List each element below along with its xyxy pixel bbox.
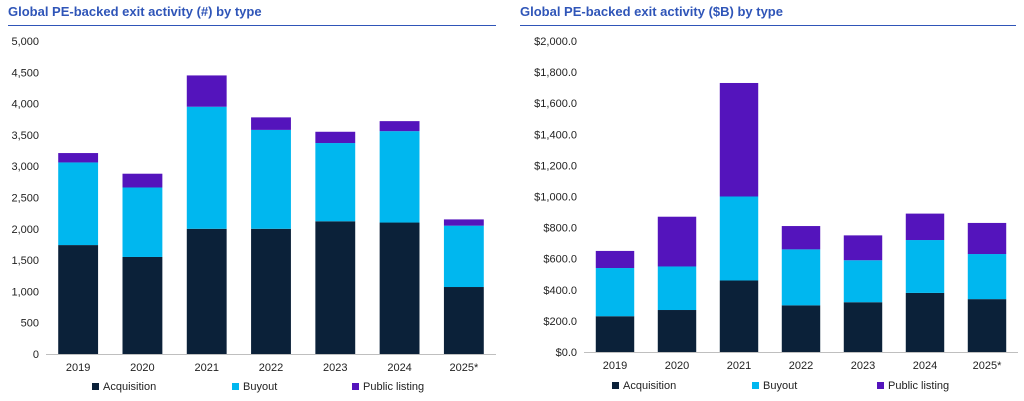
y-tick-label: 2,500: [11, 193, 39, 205]
x-tick-label: 2021: [194, 362, 218, 374]
y-tick-label: $2,000.0: [534, 36, 577, 48]
y-tick-label: 3,000: [11, 161, 39, 173]
y-tick-label: $1,000.0: [534, 192, 577, 204]
legend-swatch: [612, 382, 619, 389]
y-tick-label: $1,200.0: [534, 160, 577, 172]
bar-segment-public-listing: [58, 153, 99, 163]
chart-panel-value: Global PE-backed exit activity ($B) by t…: [512, 0, 1024, 401]
bar-segment-acquisition: [905, 292, 945, 352]
bar-segment-public-listing: [719, 82, 759, 197]
y-tick-label: 0: [33, 349, 39, 361]
legend-swatch: [877, 382, 884, 389]
bar-segment-buyout: [843, 260, 883, 303]
stacked-bar-chart-value: $0.0 $200.0 $400.0 $600.0 $800.0 $1,000.0 $1,2…: [534, 36, 1018, 392]
y-tick-label: $0.0: [556, 347, 577, 359]
bar-segment-buyout: [905, 240, 945, 293]
y-tick-label: 4,500: [11, 67, 39, 79]
title-rule: [8, 25, 496, 26]
x-tick-label: 2023: [323, 362, 347, 374]
bar-segment-acquisition: [443, 287, 484, 354]
x-tick-label: 2025*: [449, 362, 478, 374]
bar-segment-public-listing: [315, 131, 356, 144]
x-tick-label: 2023: [851, 360, 875, 372]
bar-segment-buyout: [186, 106, 227, 229]
bar-segment-public-listing: [595, 250, 635, 269]
bar-segment-acquisition: [251, 228, 291, 354]
legend-label: Public listing: [888, 380, 949, 392]
y-tick-label: 500: [21, 318, 39, 330]
bar-segment-acquisition: [186, 228, 227, 354]
bar-segment-buyout: [443, 225, 484, 288]
bar-segment-public-listing: [443, 219, 484, 226]
bar-segment-buyout: [657, 266, 697, 311]
y-tick-label: $1,400.0: [534, 129, 577, 141]
y-tick-label: $400.0: [543, 285, 577, 297]
bar-segment-buyout: [967, 254, 1007, 300]
y-tick-label: $600.0: [543, 254, 577, 266]
legend-swatch: [752, 382, 759, 389]
bar-segment-public-listing: [122, 173, 163, 188]
bar-segment-public-listing: [905, 213, 945, 241]
y-tick-label: 4,000: [11, 99, 39, 111]
bar-segment-acquisition: [967, 299, 1007, 352]
y-tick-label: 1,500: [11, 255, 39, 267]
y-tick-label: 3,500: [11, 130, 39, 142]
chart-title: Global PE-backed exit activity ($B) by t…: [520, 4, 783, 19]
y-tick-label: $200.0: [543, 316, 577, 328]
bar-segment-acquisition: [595, 316, 635, 352]
bar-segment-public-listing: [843, 235, 883, 261]
bar-segment-acquisition: [122, 256, 163, 354]
legend-swatch: [232, 383, 239, 390]
bar-segment-acquisition: [379, 222, 420, 354]
bar-segment-buyout: [719, 196, 759, 281]
bar-segment-acquisition: [843, 302, 883, 352]
y-tick-label: $800.0: [543, 223, 577, 235]
chart-panel-count: Global PE-backed exit activity (#) by ty…: [0, 0, 500, 401]
legend-label: Acquisition: [623, 380, 676, 392]
x-tick-label: 2020: [130, 362, 154, 374]
bar-segment-buyout: [781, 249, 821, 306]
y-tick-label: 2,000: [11, 224, 39, 236]
stacked-bar-chart-count: 0 500 1,000 1,500 2,000 2,500 3,000 3,500 4,000 4…: [11, 36, 496, 393]
legend-label: Acquisition: [103, 381, 156, 393]
x-tick-label: 2025*: [973, 360, 1002, 372]
bar-segment-public-listing: [657, 216, 697, 267]
x-tick-label: 2022: [789, 360, 813, 372]
x-tick-label: 2024: [913, 360, 937, 372]
bar-segment-public-listing: [379, 121, 420, 132]
legend-label: Buyout: [763, 380, 797, 392]
x-tick-label: 2021: [727, 360, 751, 372]
legend-swatch: [352, 383, 359, 390]
title-rule: [520, 25, 1016, 26]
x-tick-label: 2020: [665, 360, 689, 372]
bar-segment-acquisition: [781, 305, 821, 352]
x-tick-label: 2022: [259, 362, 283, 374]
x-tick-label: 2019: [66, 362, 90, 374]
bar-segment-public-listing: [781, 226, 821, 250]
bar-segment-public-listing: [251, 117, 291, 130]
y-tick-label: 5,000: [11, 36, 39, 48]
bar-segment-buyout: [58, 162, 99, 246]
bar-segment-buyout: [595, 268, 635, 317]
bar-segment-public-listing: [186, 75, 227, 107]
y-tick-label: $1,600.0: [534, 98, 577, 110]
chart-title: Global PE-backed exit activity (#) by ty…: [8, 4, 262, 19]
bar-segment-acquisition: [719, 280, 759, 352]
y-tick-label: 1,000: [11, 286, 39, 298]
legend-swatch: [92, 383, 99, 390]
bar-segment-public-listing: [967, 222, 1007, 255]
legend-label: Public listing: [363, 381, 424, 393]
x-tick-label: 2024: [387, 362, 411, 374]
y-tick-label: $1,800.0: [534, 67, 577, 79]
bar-segment-acquisition: [657, 310, 697, 352]
bar-segment-acquisition: [315, 221, 356, 354]
x-tick-label: 2019: [603, 360, 627, 372]
bar-segment-buyout: [122, 187, 163, 257]
legend-label: Buyout: [243, 381, 277, 393]
bar-segment-buyout: [379, 131, 420, 223]
bar-segment-buyout: [315, 143, 356, 222]
bar-segment-acquisition: [58, 245, 99, 354]
bar-segment-buyout: [251, 129, 291, 229]
